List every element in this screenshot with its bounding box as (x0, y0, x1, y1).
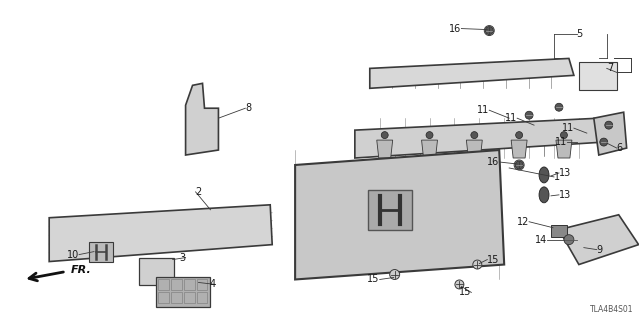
Text: 7: 7 (607, 63, 613, 73)
Circle shape (484, 26, 494, 36)
Text: 16: 16 (487, 157, 499, 167)
Circle shape (514, 160, 524, 170)
Text: 15: 15 (459, 287, 471, 297)
Text: 11: 11 (477, 105, 489, 115)
Circle shape (561, 132, 568, 139)
Polygon shape (467, 140, 483, 158)
Text: 12: 12 (516, 217, 529, 227)
Text: 11: 11 (555, 137, 567, 147)
Polygon shape (355, 118, 604, 158)
Text: 10: 10 (67, 250, 79, 260)
Bar (171, 279, 182, 291)
Text: 2: 2 (196, 187, 202, 197)
Text: FR.: FR. (71, 265, 92, 275)
Circle shape (515, 161, 523, 169)
Text: 5: 5 (576, 28, 582, 38)
Polygon shape (511, 140, 527, 158)
Circle shape (381, 132, 388, 139)
Bar (368, 190, 412, 230)
Circle shape (564, 235, 574, 244)
Circle shape (516, 132, 523, 139)
Bar (157, 279, 169, 291)
Text: 8: 8 (245, 103, 252, 113)
Text: 15: 15 (487, 255, 500, 265)
Bar (196, 279, 207, 291)
Text: 14: 14 (535, 235, 547, 245)
Text: 9: 9 (596, 244, 603, 255)
Text: 16: 16 (449, 24, 461, 34)
Ellipse shape (539, 167, 549, 183)
Polygon shape (422, 140, 438, 158)
Bar (171, 292, 182, 303)
Circle shape (525, 111, 533, 119)
Polygon shape (186, 83, 218, 155)
Bar (156, 277, 211, 307)
Circle shape (600, 138, 608, 146)
Polygon shape (370, 59, 574, 88)
Text: 15: 15 (367, 275, 380, 284)
Bar (157, 292, 169, 303)
Text: 13: 13 (559, 190, 572, 200)
Text: 11: 11 (562, 123, 574, 133)
Text: TLA4B4S01: TLA4B4S01 (590, 305, 634, 314)
Circle shape (473, 260, 482, 269)
Polygon shape (556, 140, 572, 158)
Polygon shape (49, 205, 272, 261)
Circle shape (485, 27, 493, 35)
Polygon shape (594, 112, 627, 155)
Text: 3: 3 (179, 252, 186, 263)
Polygon shape (295, 150, 504, 279)
Circle shape (605, 121, 612, 129)
Polygon shape (559, 215, 639, 265)
Bar (551, 225, 567, 237)
Bar (184, 292, 195, 303)
Bar (89, 242, 113, 261)
Bar (196, 292, 207, 303)
Text: 1: 1 (554, 172, 560, 182)
Circle shape (455, 280, 464, 289)
Polygon shape (377, 140, 393, 158)
Text: 11: 11 (505, 113, 517, 123)
Ellipse shape (539, 187, 549, 203)
Text: 13: 13 (559, 168, 572, 178)
Circle shape (471, 132, 478, 139)
Circle shape (390, 269, 399, 279)
Text: 6: 6 (617, 143, 623, 153)
Bar (579, 62, 617, 90)
Circle shape (555, 103, 563, 111)
Circle shape (426, 132, 433, 139)
Text: 4: 4 (209, 279, 216, 290)
Bar (139, 258, 173, 285)
Bar (184, 279, 195, 291)
